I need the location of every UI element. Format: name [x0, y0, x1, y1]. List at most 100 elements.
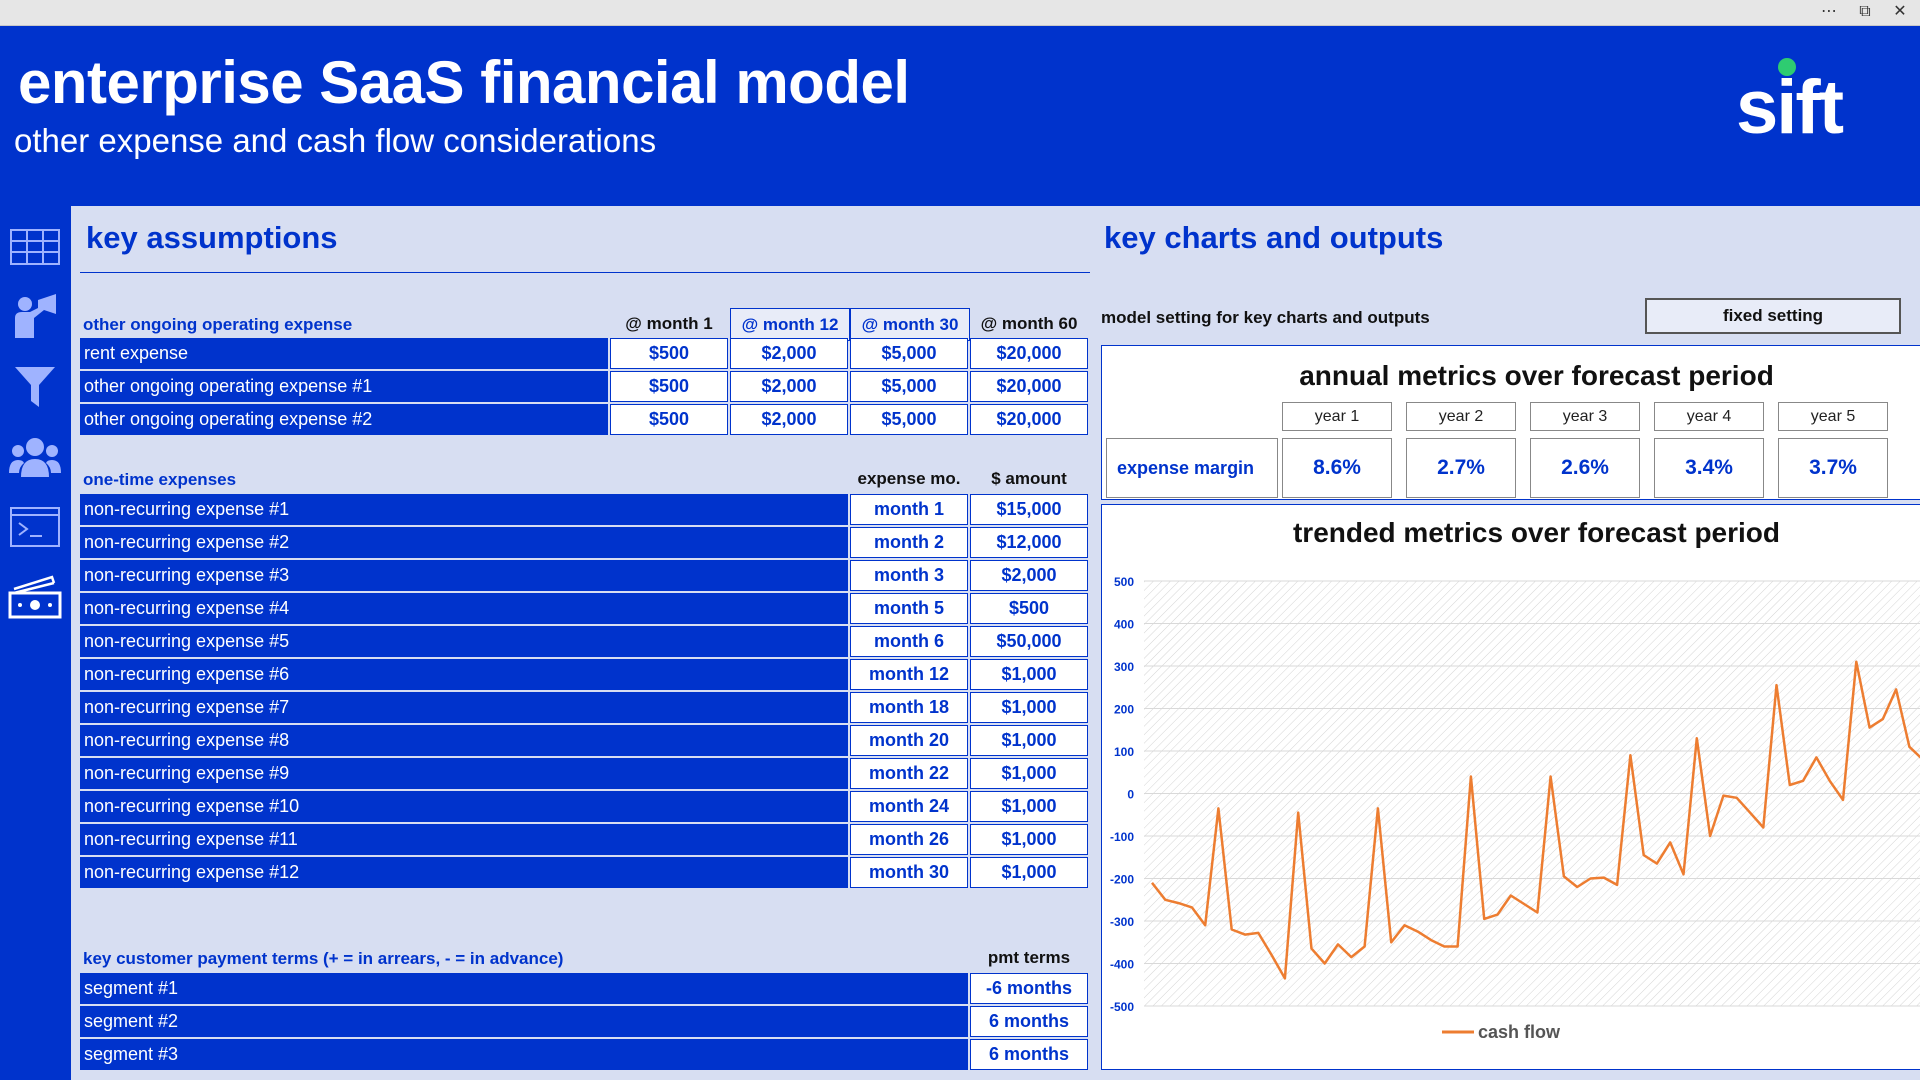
operating-expense-row-label: rent expense — [80, 338, 608, 369]
year-4-header: year 4 — [1654, 402, 1764, 431]
y-tick-label: 100 — [1114, 745, 1134, 759]
onetime-expense-amount[interactable]: $1,000 — [970, 791, 1088, 822]
operating-expense-value[interactable]: $20,000 — [970, 371, 1088, 402]
key-assumptions-title: key assumptions — [86, 220, 338, 255]
operating-expense-value[interactable]: $20,000 — [970, 338, 1088, 369]
y-tick-label: -200 — [1110, 873, 1134, 887]
onetime-expense-month[interactable]: month 5 — [850, 593, 968, 624]
onetime-expense-amount[interactable]: $1,000 — [970, 824, 1088, 855]
operating-expense-row-label: other ongoing operating expense #2 — [80, 404, 608, 435]
onetime-expense-month[interactable]: month 6 — [850, 626, 968, 657]
page-subtitle: other expense and cash flow consideratio… — [14, 122, 657, 159]
onetime-expense-month[interactable]: month 22 — [850, 758, 968, 789]
onetime-expense-row-label: non-recurring expense #1 — [80, 494, 848, 525]
operating-expense-value[interactable]: $2,000 — [730, 338, 848, 369]
onetime-expense-month[interactable]: month 1 — [850, 494, 968, 525]
team-icon[interactable] — [8, 432, 62, 482]
window-titlebar: ⋯ ⧉ ✕ — [0, 0, 1920, 26]
expense-margin-year-1: 8.6% — [1282, 438, 1392, 498]
model-setting-select[interactable]: fixed setting — [1645, 298, 1901, 334]
key-outputs-title: key charts and outputs — [1104, 220, 1444, 255]
annual-metrics-title: annual metrics over forecast period — [1299, 360, 1774, 391]
onetime-expense-row-label: non-recurring expense #10 — [80, 791, 848, 822]
onetime-expense-amount[interactable]: $1,000 — [970, 692, 1088, 723]
operating-expense-value[interactable]: $5,000 — [850, 371, 968, 402]
sidebar — [0, 206, 70, 1080]
onetime-expense-month[interactable]: month 30 — [850, 857, 968, 888]
onetime-expense-amount[interactable]: $1,000 — [970, 758, 1088, 789]
app-window: enterprise SaaS financial model other ex… — [0, 26, 1920, 1080]
header-month-60: @ month 60 — [980, 313, 1078, 333]
onetime-expense-amount[interactable]: $1,000 — [970, 659, 1088, 690]
annual-metrics-panel: annual metrics over forecast period year… — [1101, 345, 1920, 500]
operating-expense-value[interactable]: $5,000 — [850, 338, 968, 369]
onetime-expense-month[interactable]: month 2 — [850, 527, 968, 558]
payment-segment-label: segment #3 — [80, 1039, 968, 1070]
year-2-header: year 2 — [1406, 402, 1516, 431]
y-tick-label: 0 — [1127, 788, 1134, 802]
operating-expense-value[interactable]: $5,000 — [850, 404, 968, 435]
page-title: enterprise SaaS financial model — [18, 49, 910, 116]
close-window-button[interactable]: ✕ — [1893, 3, 1907, 20]
logo-dot-icon — [1778, 58, 1796, 76]
onetime-expense-month[interactable]: month 26 — [850, 824, 968, 855]
trended-metrics-title: trended metrics over forecast period — [1292, 517, 1781, 548]
payment-segment-label: segment #1 — [80, 973, 968, 1004]
operating-expense-value[interactable]: $500 — [610, 404, 728, 435]
onetime-expense-amount[interactable]: $1,000 — [970, 725, 1088, 756]
onetime-expense-row-label: non-recurring expense #4 — [80, 593, 848, 624]
header-month-12: @ month 12 — [730, 308, 850, 341]
payment-terms-value[interactable]: 6 months — [970, 1039, 1088, 1070]
table-icon[interactable] — [8, 222, 62, 272]
operating-expense-value[interactable]: $500 — [610, 371, 728, 402]
header-amount: $ amount — [991, 468, 1067, 488]
main-content: key assumptions other ongoing operating … — [71, 206, 1920, 1080]
payment-terms-value[interactable]: 6 months — [970, 1006, 1088, 1037]
onetime-expense-month[interactable]: month 12 — [850, 659, 968, 690]
y-tick-label: 200 — [1114, 703, 1134, 717]
onetime-expense-amount[interactable]: $12,000 — [970, 527, 1088, 558]
payment-terms-value[interactable]: -6 months — [970, 973, 1088, 1004]
operating-expense-value[interactable]: $2,000 — [730, 404, 848, 435]
y-tick-label: -500 — [1110, 1000, 1134, 1014]
y-tick-label: 400 — [1114, 618, 1134, 632]
onetime-expense-month[interactable]: month 18 — [850, 692, 968, 723]
terminal-icon[interactable] — [8, 502, 62, 552]
funnel-icon[interactable] — [8, 362, 62, 412]
expense-margin-year-5: 3.7% — [1778, 438, 1888, 498]
onetime-expense-amount[interactable]: $500 — [970, 593, 1088, 624]
onetime-expense-amount[interactable]: $50,000 — [970, 626, 1088, 657]
more-options-button[interactable]: ⋯ — [1821, 3, 1837, 20]
expense-margin-year-4: 3.4% — [1654, 438, 1764, 498]
operating-expense-value[interactable]: $500 — [610, 338, 728, 369]
divider — [80, 272, 1090, 273]
year-3-header: year 3 — [1530, 402, 1640, 431]
model-setting-label: model setting for key charts and outputs — [1101, 308, 1430, 327]
restore-window-button[interactable]: ⧉ — [1859, 3, 1871, 20]
presenter-icon[interactable] — [8, 292, 62, 342]
operating-expense-value[interactable]: $2,000 — [730, 371, 848, 402]
operating-expense-row-label: other ongoing operating expense #1 — [80, 371, 608, 402]
onetime-expense-row-label: non-recurring expense #5 — [80, 626, 848, 657]
y-tick-label: 300 — [1114, 660, 1134, 674]
onetime-expense-row-label: non-recurring expense #8 — [80, 725, 848, 756]
operating-expense-label: other ongoing operating expense — [83, 315, 353, 334]
onetime-expense-row-label: non-recurring expense #6 — [80, 659, 848, 690]
onetime-expense-row-label: non-recurring expense #9 — [80, 758, 848, 789]
cash-icon[interactable] — [8, 572, 62, 622]
onetime-expense-row-label: non-recurring expense #7 — [80, 692, 848, 723]
y-tick-label: 500 — [1114, 575, 1134, 589]
onetime-expense-month[interactable]: month 24 — [850, 791, 968, 822]
onetime-expense-amount[interactable]: $2,000 — [970, 560, 1088, 591]
header-pmt-terms: pmt terms — [987, 947, 1071, 967]
year-1-header: year 1 — [1282, 402, 1392, 431]
operating-expense-value[interactable]: $20,000 — [970, 404, 1088, 435]
onetime-expense-month[interactable]: month 3 — [850, 560, 968, 591]
onetime-expense-row-label: non-recurring expense #2 — [80, 527, 848, 558]
onetime-expense-row-label: non-recurring expense #3 — [80, 560, 848, 591]
onetime-expense-month[interactable]: month 20 — [850, 725, 968, 756]
onetime-expense-amount[interactable]: $1,000 — [970, 857, 1088, 888]
payment-terms-label: key customer payment terms (+ = in arrea… — [83, 949, 564, 968]
cash-flow-chart: 500 400 300 200 100 0 -100 -200 -300 -400 -500 cash… — [1110, 575, 1920, 1042]
onetime-expense-amount[interactable]: $15,000 — [970, 494, 1088, 525]
